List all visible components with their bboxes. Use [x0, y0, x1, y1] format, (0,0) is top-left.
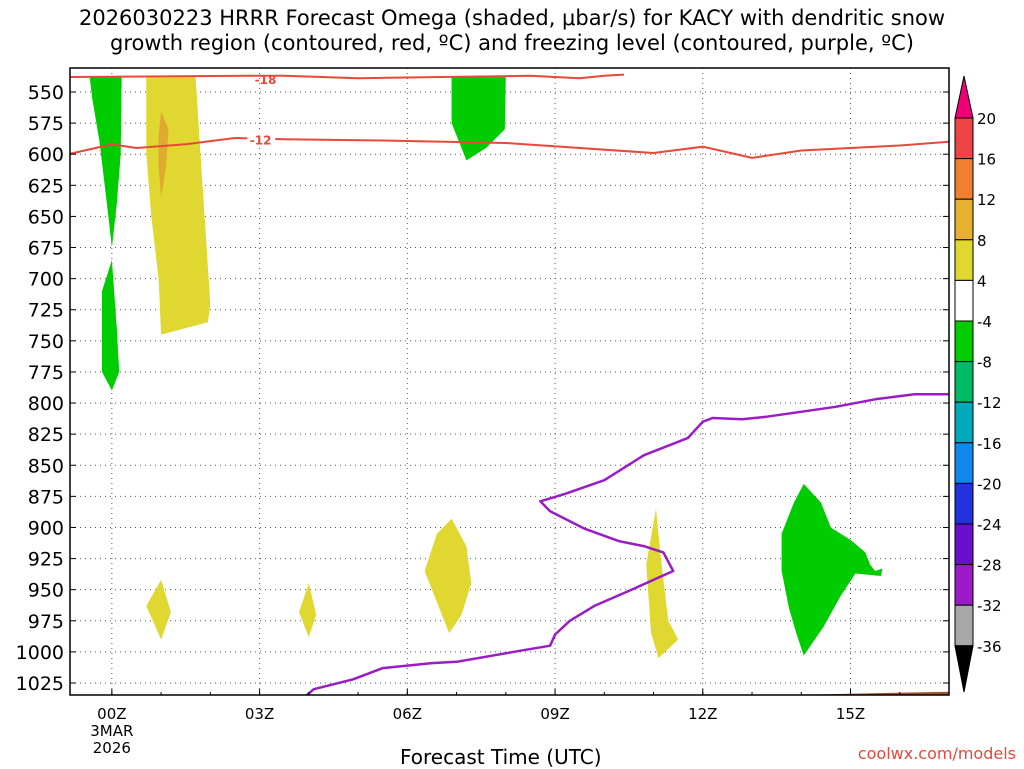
dgz-contour-label-2: -12: [250, 133, 272, 147]
y-tick-label-550: 550: [28, 82, 64, 104]
y-tick-label-650: 650: [28, 206, 64, 228]
x-tick-label-03Z: 03Z: [245, 705, 274, 723]
colorbar-box-8: [954, 401, 974, 444]
colorbar-level-label-14: -36: [977, 638, 1002, 656]
colorbar-level-label-12: -28: [977, 557, 1002, 575]
colorbar-box-10: [954, 482, 974, 525]
y-tick-label-700: 700: [28, 269, 64, 291]
freezing-level-contour: [304, 393, 949, 695]
x-date-label-2: 2026: [93, 739, 131, 757]
y-tick-label-900: 900: [28, 517, 64, 539]
ground-surface: [743, 691, 949, 695]
dgz-contour-1: [70, 73, 625, 80]
x-tick-label-12Z: 12Z: [688, 705, 717, 723]
omega-region-4: [158, 110, 169, 198]
colorbar-level-label-13: -32: [977, 597, 1002, 615]
colorbar-box-11: [954, 523, 974, 566]
y-tick-label-775: 775: [28, 362, 64, 384]
colorbar-box-4: [954, 239, 974, 281]
colorbar-level-label-7: -8: [977, 354, 992, 372]
y-tick-label-825: 825: [28, 424, 64, 446]
y-tick-label-925: 925: [28, 549, 64, 571]
colorbar-box-5: [954, 279, 974, 322]
x-date-label-1: 3MAR: [90, 722, 133, 740]
colorbar-level-label-5: 4: [977, 272, 987, 290]
axes: 550 575 600 625 650 675 700 725 750 775 800 825 850 8…: [16, 67, 950, 757]
y-tick-label-675: 675: [28, 238, 64, 260]
plot-contents: -18 -12: [70, 68, 949, 695]
x-axis-title: Forecast Time (UTC): [400, 745, 602, 769]
omega-region-9: [646, 508, 679, 659]
omega-region-1: [89, 77, 122, 248]
colorbar-box-1: [954, 117, 974, 160]
y-tick-label-1000: 1000: [16, 642, 64, 664]
dgz-contour-2: [70, 136, 949, 159]
colorbar-level-label-1: 20: [977, 110, 996, 128]
plot-frame: [69, 67, 950, 696]
omega-region-10: [781, 483, 883, 656]
colorbar-bottom-triangle: [954, 645, 974, 693]
x-tick-label-09Z: 09Z: [540, 705, 569, 723]
colorbar-level-label-4: 8: [977, 232, 987, 250]
y-tick-label-725: 725: [28, 300, 64, 322]
colorbar-top-triangle: [954, 75, 974, 119]
colorbar-level-label-8: -12: [977, 394, 1002, 412]
dgz-contour-label-bg: [247, 131, 276, 148]
colorbar-level-label-3: 12: [977, 191, 996, 209]
y-tick-label-575: 575: [28, 113, 64, 135]
omega-region-8: [424, 518, 472, 634]
y-tick-label-625: 625: [28, 175, 64, 197]
colorbar-box-2: [954, 158, 974, 200]
y-tick-label-850: 850: [28, 455, 64, 477]
omega-region-7: [299, 583, 317, 637]
y-tick-label-875: 875: [28, 486, 64, 508]
colorbar-level-label-10: -20: [977, 475, 1002, 493]
x-tick-label-00Z: 00Z: [97, 705, 126, 723]
chart-title-line-2: growth region (contoured, red, ºC) and f…: [110, 31, 914, 55]
colorbar-box-6: [954, 320, 974, 363]
y-tick-label-600: 600: [28, 144, 64, 166]
colorbar-box-13: [954, 604, 974, 647]
omega-region-2: [102, 260, 120, 391]
x-tick-label-06Z: 06Z: [393, 705, 422, 723]
y-tick-label-1025: 1025: [16, 673, 64, 695]
colorbar-level-label-2: 16: [977, 151, 996, 169]
y-tick-label-975: 975: [28, 611, 64, 633]
chart-title-line-1: 2026030223 HRRR Forecast Omega (shaded, …: [78, 6, 946, 30]
colorbar-level-label-9: -16: [977, 435, 1002, 453]
y-tick-label-800: 800: [28, 393, 64, 415]
plot-area: -18 -12: [70, 68, 949, 695]
colorbar-box-9: [954, 442, 974, 484]
source-watermark: coolwx.com/models: [857, 744, 1016, 763]
x-tick-label-15Z: 15Z: [836, 705, 865, 723]
y-tick-label-750: 750: [28, 331, 64, 353]
colorbar-level-label-6: -4: [977, 313, 992, 331]
colorbar: 20 16 12 8 4 -4 -8 -12 -16 -20 -24 -28 -32 -36: [954, 75, 1002, 693]
colorbar-box-7: [954, 361, 974, 403]
chart-title: 2026030223 HRRR Forecast Omega (shaded, …: [0, 6, 1024, 56]
colorbar-box-3: [954, 198, 974, 241]
y-tick-label-950: 950: [28, 580, 64, 602]
colorbar-level-label-11: -24: [977, 516, 1002, 534]
omega-region-6: [146, 579, 171, 640]
dgz-contour-label-1: -18: [255, 73, 277, 87]
omega-region-5: [451, 77, 506, 161]
colorbar-box-12: [954, 564, 974, 606]
